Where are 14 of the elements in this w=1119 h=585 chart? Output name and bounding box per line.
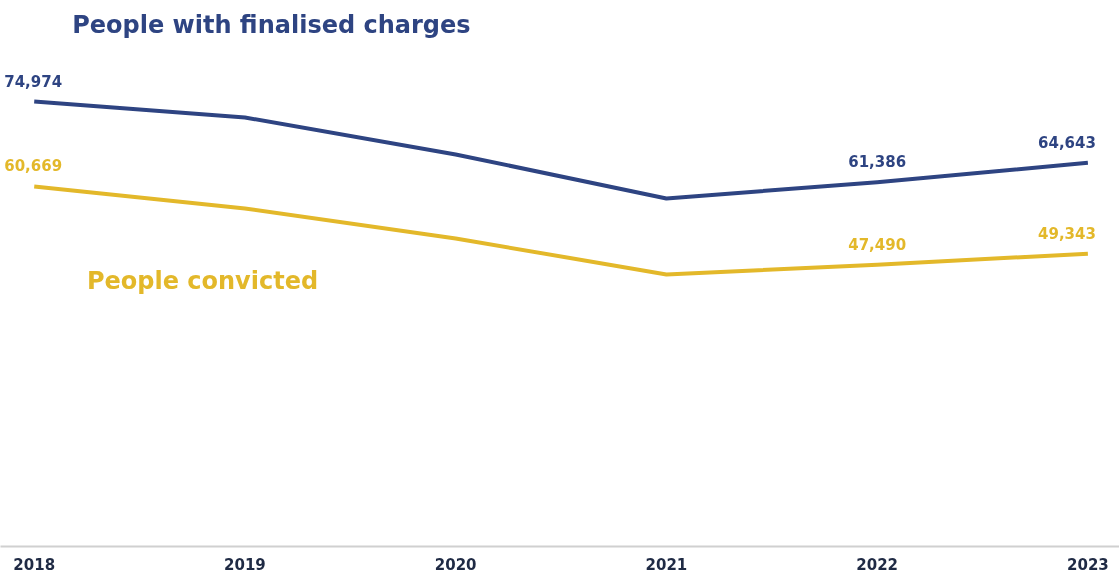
x-tick-label: 2020 <box>434 555 477 574</box>
x-tick-label: 2018 <box>13 555 56 574</box>
series-label: People convicted <box>86 266 319 295</box>
data-label: 74,974 <box>4 72 63 91</box>
data-label: 49,343 <box>1038 224 1096 243</box>
data-label: 61,386 <box>848 153 907 172</box>
data-label: 64,643 <box>1038 133 1096 152</box>
x-tick-label: 2021 <box>645 555 688 574</box>
data-label: 47,490 <box>848 235 907 254</box>
x-tick-label: 2022 <box>856 555 899 574</box>
text: People with finalised charges <box>72 11 471 40</box>
x-tick-label: 2023 <box>1067 555 1109 574</box>
data-label: 60,669 <box>4 157 63 176</box>
x-tick-label: 2019 <box>224 555 266 574</box>
